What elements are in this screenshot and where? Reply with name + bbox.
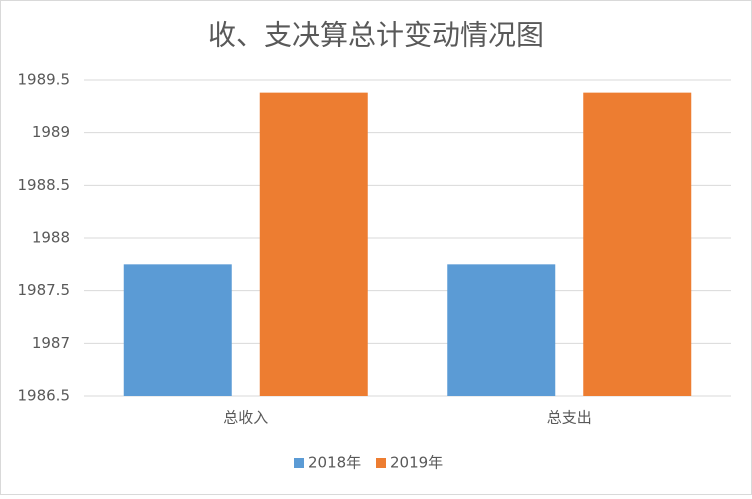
y-tick-label: 1987.5 <box>18 281 71 299</box>
legend-swatch <box>294 458 304 468</box>
y-tick-label: 1987 <box>32 334 70 352</box>
legend-label: 2019年 <box>390 454 443 472</box>
bar <box>583 92 692 396</box>
y-tick-label: 1988 <box>32 229 70 247</box>
legend-swatch <box>376 458 386 468</box>
y-tick-label: 1988.5 <box>18 176 71 194</box>
bar <box>123 264 232 396</box>
y-tick-label: 1986.5 <box>18 387 71 405</box>
legend-label: 2018年 <box>308 454 361 472</box>
y-tick-label: 1989.5 <box>18 71 71 89</box>
y-tick-label: 1989 <box>32 123 70 141</box>
chart-title: 收、支决算总计变动情况图 <box>208 19 544 52</box>
bar <box>447 264 556 396</box>
x-tick-label: 总收入 <box>223 409 268 427</box>
x-tick-label: 总支出 <box>547 409 592 427</box>
bar <box>259 92 368 396</box>
